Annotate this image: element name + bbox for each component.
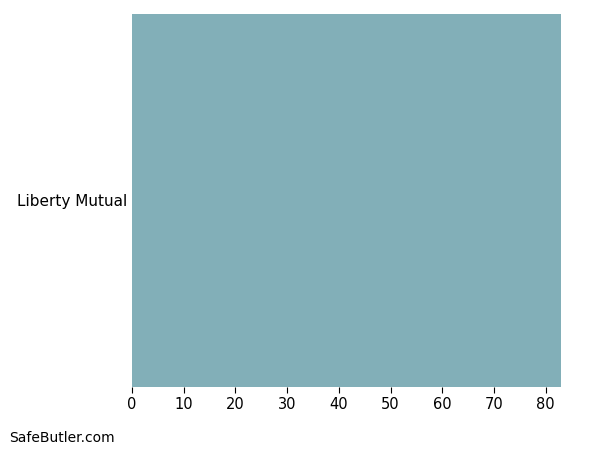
Text: SafeButler.com: SafeButler.com <box>9 432 115 446</box>
